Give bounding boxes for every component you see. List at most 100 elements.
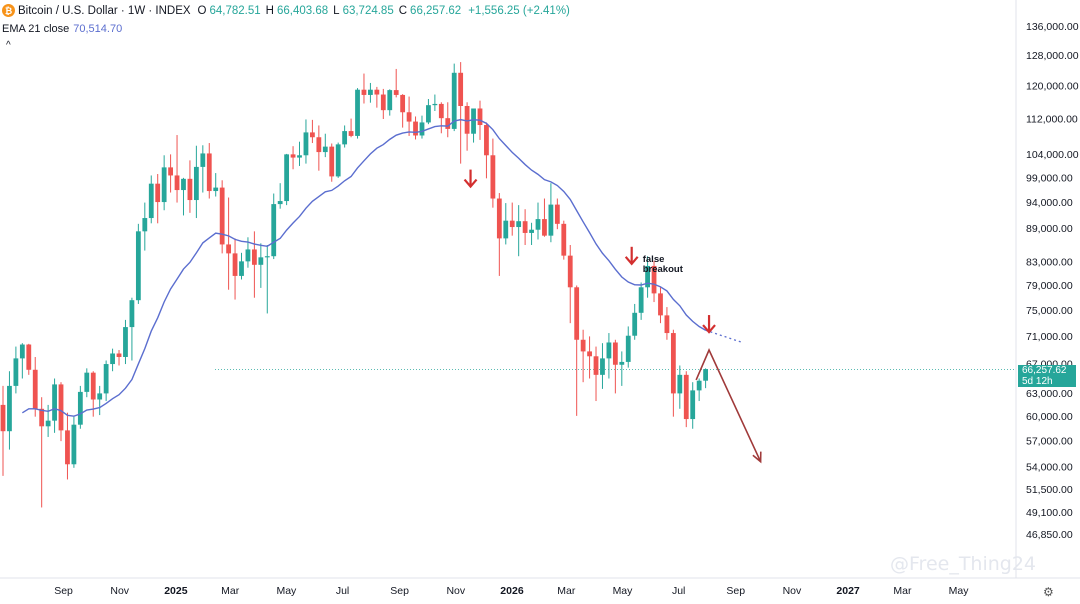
candle-body [529, 229, 534, 233]
candle-body [432, 103, 438, 106]
time-tick-label: Mar [221, 585, 240, 597]
time-tick-label: May [949, 585, 970, 597]
candle [258, 243, 264, 288]
candle [638, 282, 644, 320]
candle-body [554, 204, 560, 224]
candle [226, 197, 232, 290]
candle-body [7, 385, 12, 432]
candle [368, 82, 373, 103]
candle [593, 346, 599, 402]
candle [277, 183, 283, 209]
time-tick-label: Nov [446, 585, 465, 597]
candle [342, 125, 348, 148]
candle-body [612, 342, 618, 365]
candle [664, 307, 670, 340]
candle [561, 220, 567, 260]
arrow-head [702, 324, 716, 334]
candle-body [297, 155, 302, 158]
candle [496, 193, 502, 276]
time-tick-label: Jul [672, 585, 685, 597]
candle-body [329, 146, 335, 177]
candle-body [110, 353, 115, 365]
candle-body [348, 131, 354, 136]
candle [129, 297, 135, 361]
arrow-head [624, 256, 639, 266]
candle [264, 244, 270, 314]
candle-body [200, 153, 206, 167]
candle [426, 99, 431, 125]
candle-body [355, 89, 360, 136]
candle [445, 102, 451, 138]
price-tick-label: 128,000.00 [1026, 50, 1079, 62]
price-tick-label: 94,000.00 [1026, 197, 1073, 209]
price-tick-label: 136,000.00 [1026, 21, 1079, 33]
candle-body [651, 265, 657, 294]
candle [290, 146, 296, 170]
ema-value: 70,514.70 [73, 23, 123, 35]
candle-body [251, 249, 257, 265]
candle [168, 154, 173, 193]
candle-body [239, 261, 244, 276]
candle [322, 133, 328, 158]
candle-body [361, 89, 367, 95]
candle [406, 96, 412, 136]
candle [161, 155, 167, 211]
candle [625, 326, 631, 368]
projection-arrowhead [752, 451, 762, 464]
candle [696, 378, 702, 402]
candle-body [245, 249, 251, 262]
chevron-up-icon[interactable]: ^ [6, 40, 11, 51]
symbol-legend[interactable]: ₿ Bitcoin / U.S. Dollar · 1W · INDEX O 64… [2, 4, 570, 17]
candle-body [219, 187, 225, 245]
settings-icon[interactable]: ⚙ [1043, 585, 1054, 599]
candle [13, 346, 19, 394]
candle [0, 385, 6, 476]
candle-body [368, 89, 373, 95]
candle-body [574, 287, 580, 340]
red-down-arrow [624, 246, 639, 266]
price-tick-label: 49,100.00 [1026, 507, 1073, 519]
high-label: H [265, 4, 274, 17]
candle [123, 319, 128, 365]
candle-body [264, 256, 270, 258]
candle-body [129, 300, 135, 328]
candle-body [567, 255, 573, 288]
candle [619, 351, 625, 386]
price-tick-label: 104,000.00 [1026, 149, 1079, 161]
candle-body [303, 132, 309, 156]
candle-body [677, 374, 683, 394]
candle-body [509, 220, 515, 228]
last-price-value: 66,257.62 [1022, 365, 1067, 376]
candle [116, 350, 122, 366]
candle-body [690, 390, 696, 420]
candle [297, 141, 302, 166]
candle-body [600, 358, 605, 375]
time-tick-label: Sep [390, 585, 409, 597]
price-tick-label: 112,000.00 [1026, 114, 1078, 126]
candle-body [670, 333, 676, 394]
candle [651, 260, 657, 303]
candle [509, 202, 515, 236]
candle [135, 223, 141, 304]
candle-body [0, 404, 6, 432]
candle [432, 94, 438, 111]
candle-body [45, 420, 51, 427]
candle-body [587, 351, 592, 357]
candle-body [451, 72, 457, 129]
ema21-projection [705, 329, 742, 343]
candle [612, 339, 618, 394]
candle [71, 416, 77, 468]
candle-body [258, 257, 264, 265]
candle-body [58, 384, 64, 431]
time-tick-label: Mar [893, 585, 912, 597]
candle-body [103, 364, 109, 394]
time-tick-label: Sep [726, 585, 745, 597]
candle-body [39, 408, 45, 427]
candle [187, 160, 193, 213]
ema-legend[interactable]: EMA 21 close 70,514.70 [2, 23, 122, 35]
candle [419, 115, 425, 139]
price-tick-label: 46,850.00 [1026, 529, 1073, 541]
candle [522, 209, 528, 245]
ema21-line [21, 118, 706, 417]
